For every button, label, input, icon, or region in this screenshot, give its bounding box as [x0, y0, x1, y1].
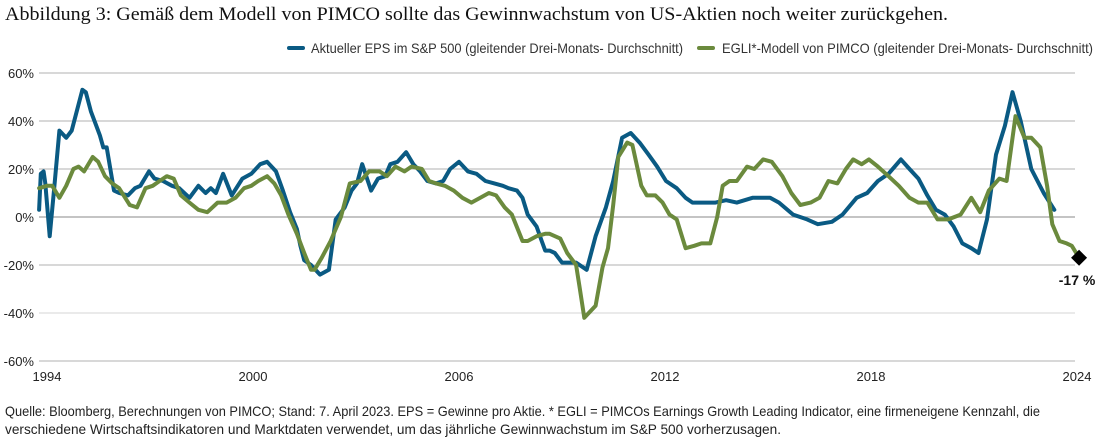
x-tick-label: 2018 — [857, 369, 886, 384]
x-tick-label: 2012 — [651, 369, 680, 384]
series-line-eps — [37, 87, 1057, 277]
series-lines — [37, 87, 1082, 320]
y-tick-label: 60% — [8, 66, 34, 81]
legend-swatch-eps — [287, 46, 305, 50]
y-tick-label: -20% — [4, 258, 35, 273]
x-tick-label: 2024 — [1063, 369, 1092, 384]
x-tick-label: 2000 — [239, 369, 268, 384]
legend-label-egli: EGLI*-Modell von PIMCO (gleitender Drei-… — [722, 40, 1093, 56]
y-tick-label: 40% — [8, 114, 34, 129]
y-tick-label: 20% — [8, 162, 34, 177]
series-line-egli — [37, 114, 1082, 320]
footnote-line-1: Quelle: Bloomberg, Berechnungen von PIMC… — [5, 403, 1040, 419]
legend: Aktueller EPS im S&P 500 (gleitender Dre… — [287, 40, 1093, 56]
legend-label-eps: Aktueller EPS im S&P 500 (gleitender Dre… — [311, 40, 683, 56]
y-tick-label: 0% — [15, 210, 34, 225]
x-tick-label: 2006 — [445, 369, 474, 384]
annotation-diamond-marker — [1071, 249, 1088, 266]
y-axis-ticks: 60% 40% 20% 0% -20% -40% -60% — [4, 66, 35, 369]
annotation-label: -17 % — [1059, 272, 1096, 288]
footnote-line-2: verschiedene Wirtschaftsindikatoren und … — [5, 421, 781, 437]
y-tick-label: -60% — [4, 354, 35, 369]
x-tick-label: 1994 — [33, 369, 62, 384]
gridlines — [39, 72, 1075, 362]
x-axis-ticks: 1994 2000 2006 2012 2018 2024 — [33, 369, 1092, 384]
legend-swatch-egli — [697, 46, 715, 50]
y-tick-label: -40% — [4, 306, 35, 321]
annotation: -17 % — [1059, 249, 1096, 288]
chart-title: Abbildung 3: Gemäß dem Modell von PIMCO … — [5, 4, 948, 25]
